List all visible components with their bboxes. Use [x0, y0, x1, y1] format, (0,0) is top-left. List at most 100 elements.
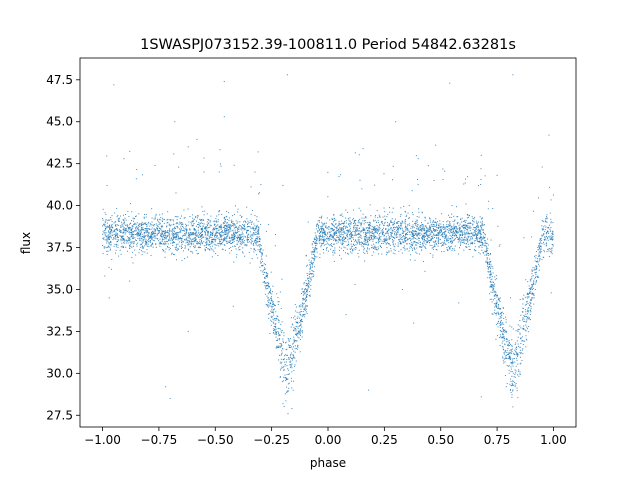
- data-point: [236, 226, 238, 228]
- data-point: [450, 246, 452, 248]
- data-point: [335, 232, 337, 234]
- data-point: [154, 216, 156, 218]
- data-point: [228, 224, 230, 226]
- data-point: [143, 223, 145, 225]
- data-point: [175, 232, 177, 234]
- data-point: [415, 242, 417, 244]
- data-point: [126, 239, 128, 241]
- data-point: [440, 232, 442, 234]
- data-point: [427, 241, 429, 243]
- data-point: [428, 235, 430, 237]
- data-point: [145, 216, 147, 218]
- data-point: [388, 251, 390, 253]
- data-point: [435, 218, 437, 220]
- data-point: [139, 232, 141, 234]
- data-point: [447, 239, 449, 241]
- data-point: [534, 289, 536, 291]
- data-point: [373, 238, 375, 240]
- data-point: [481, 225, 483, 227]
- data-point: [328, 231, 330, 233]
- data-point: [240, 237, 242, 239]
- data-point: [349, 230, 351, 232]
- data-point: [505, 339, 507, 341]
- data-point: [303, 283, 305, 285]
- data-point: [435, 240, 437, 242]
- data-point: [338, 223, 340, 225]
- data-point: [211, 239, 212, 241]
- data-point: [277, 330, 279, 332]
- data-point: [368, 227, 370, 229]
- data-point: [306, 290, 308, 292]
- data-point: [415, 232, 417, 234]
- data-point: [228, 225, 230, 227]
- data-point: [300, 304, 302, 306]
- data-point: [310, 278, 312, 280]
- data-point: [366, 252, 368, 254]
- data-point: [338, 232, 340, 234]
- data-point: [126, 236, 128, 238]
- data-point: [129, 227, 131, 229]
- data-point: [510, 343, 512, 345]
- data-point: [370, 215, 372, 217]
- data-point: [401, 239, 403, 241]
- data-point: [512, 380, 514, 382]
- data-point: [155, 237, 157, 239]
- data-point: [529, 279, 531, 281]
- data-point: [129, 239, 131, 241]
- data-point: [141, 224, 143, 226]
- data-point: [543, 249, 545, 251]
- data-point: [115, 238, 117, 240]
- data-point: [149, 225, 151, 227]
- data-point: [129, 233, 131, 235]
- data-point: [224, 227, 226, 229]
- data-point: [434, 245, 436, 247]
- data-point: [492, 313, 494, 315]
- data-point: [249, 231, 251, 233]
- data-point: [231, 225, 233, 227]
- data-point: [262, 265, 264, 267]
- data-point: [145, 238, 147, 240]
- data-point: [438, 227, 440, 229]
- data-point: [338, 176, 340, 178]
- data-point: [258, 238, 260, 240]
- data-point: [302, 303, 304, 305]
- data-point: [326, 237, 328, 239]
- data-point: [123, 247, 125, 248]
- data-point: [301, 330, 303, 332]
- data-point: [322, 235, 324, 237]
- data-point: [181, 260, 183, 262]
- data-point: [399, 215, 401, 217]
- data-point: [340, 228, 342, 230]
- data-point: [422, 244, 424, 246]
- data-point: [197, 236, 199, 238]
- data-point: [477, 241, 479, 243]
- data-point: [289, 345, 291, 347]
- data-point: [135, 240, 137, 242]
- data-point: [282, 380, 284, 382]
- data-point: [288, 340, 290, 342]
- data-point: [197, 217, 199, 219]
- data-point: [172, 219, 174, 221]
- data-point: [551, 247, 553, 249]
- data-point: [382, 227, 384, 229]
- data-point: [371, 238, 373, 240]
- data-point: [413, 241, 415, 243]
- data-point: [211, 240, 213, 242]
- data-point: [381, 231, 383, 233]
- data-point: [189, 241, 191, 243]
- data-point: [251, 234, 253, 236]
- data-point: [473, 235, 475, 237]
- data-point: [294, 341, 296, 343]
- data-point: [206, 213, 208, 215]
- data-point: [333, 251, 335, 253]
- data-point: [136, 235, 138, 237]
- data-point: [118, 217, 120, 219]
- data-point: [279, 328, 281, 330]
- data-point: [375, 215, 377, 216]
- data-point: [425, 240, 427, 242]
- data-point: [457, 253, 459, 255]
- data-point: [154, 237, 156, 239]
- data-point: [347, 218, 349, 220]
- data-point: [383, 207, 385, 209]
